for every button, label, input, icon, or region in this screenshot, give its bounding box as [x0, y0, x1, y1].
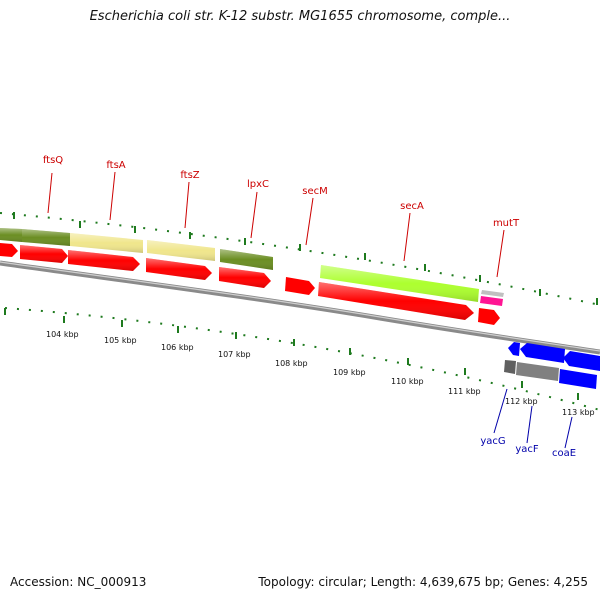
gene-feature-mutT-a[interactable] — [481, 290, 504, 297]
scale-label-110: 110 kbp — [391, 377, 424, 386]
cds-arrow-1[interactable] — [0, 243, 18, 257]
chromosome-backbone — [0, 260, 600, 355]
cds-arrow-secM[interactable] — [285, 277, 315, 295]
gene-track-lower — [504, 342, 600, 389]
gene-label-secM[interactable]: secM — [302, 186, 328, 197]
topology-label: Topology: circular; Length: 4,639,675 bp… — [258, 575, 588, 589]
gene-label-secA[interactable]: secA — [400, 201, 424, 212]
gene-feature-gray-2[interactable] — [516, 362, 559, 381]
gene-feature-mutT-b[interactable] — [480, 296, 503, 306]
gene-feature-gray-1[interactable] — [504, 360, 516, 374]
map-title: Escherichia coli str. K-12 substr. MG165… — [89, 9, 511, 24]
gene-label-mutT[interactable]: mutT — [493, 218, 520, 229]
gene-label-yacF[interactable]: yacF — [515, 444, 539, 455]
scale-label-109: 109 kbp — [333, 368, 366, 377]
upper-tick-row — [0, 212, 600, 306]
gene-feature-yacG[interactable] — [508, 342, 520, 356]
gene-feature-coaE[interactable] — [559, 369, 597, 389]
lower-leaders — [493, 388, 573, 449]
scale-label-108: 108 kbp — [275, 359, 308, 368]
scale-label-106: 106 kbp — [161, 343, 194, 352]
gene-feature-yacF-arrow[interactable] — [520, 343, 565, 363]
gene-label-ftsA[interactable]: ftsA — [106, 160, 125, 171]
scale-label-104: 104 kbp — [46, 330, 79, 339]
gene-label-ftsQ[interactable]: ftsQ — [43, 155, 63, 166]
scale-label-111: 111 kbp — [448, 387, 481, 396]
scale-label-107: 107 kbp — [218, 350, 251, 359]
cds-gloss — [20, 245, 474, 320]
scale-label-105: 105 kbp — [104, 336, 137, 345]
cds-arrow-mutT[interactable] — [478, 308, 500, 325]
upper-gloss — [0, 228, 479, 302]
gene-label-lpxC[interactable]: lpxC — [247, 179, 269, 190]
chromosome-backbone-highlight — [0, 261, 600, 352]
scale-label-113: 113 kbp — [562, 408, 595, 417]
gene-label-coaE[interactable]: coaE — [552, 448, 576, 459]
lower-tick-row — [4, 307, 600, 411]
gene-label-yacG[interactable]: yacG — [480, 436, 505, 447]
accession-label: Accession: NC_000913 — [10, 575, 147, 589]
gene-label-ftsZ[interactable]: ftsZ — [180, 170, 199, 181]
gene-feature-coaE-arrow[interactable] — [563, 351, 600, 371]
scale-label-112: 112 kbp — [505, 397, 538, 406]
upper-leaders — [47, 171, 505, 278]
